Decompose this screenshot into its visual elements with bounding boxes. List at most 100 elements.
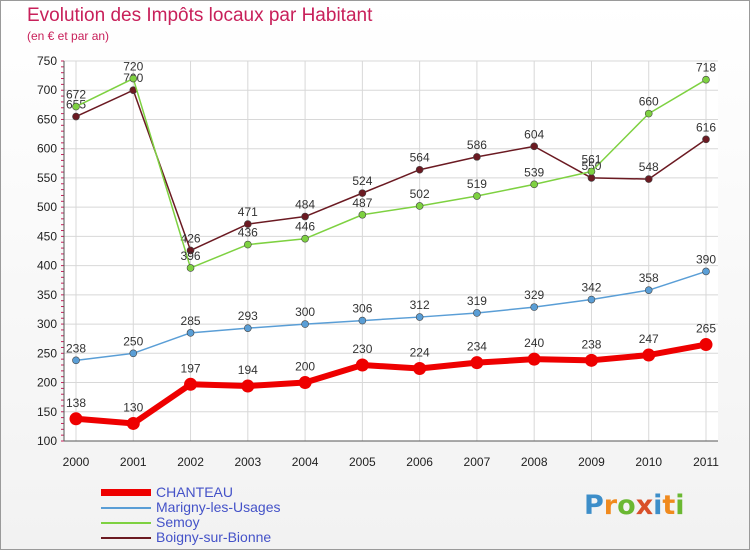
y-tick-label: 700 [37, 83, 57, 97]
x-tick-label: 2004 [292, 455, 319, 469]
data-point-chanteau [355, 358, 369, 372]
data-label-semoy: 539 [524, 165, 544, 179]
data-label-semoy: 502 [410, 187, 430, 201]
data-point-chanteau [69, 412, 83, 426]
data-label-semoy: 487 [352, 196, 372, 210]
series-line-chanteau [75, 341, 707, 427]
data-label-boigny-sur-bionne: 616 [696, 120, 716, 134]
data-label-semoy: 718 [696, 61, 716, 75]
x-tick-label: 2010 [635, 455, 662, 469]
chart-title: Evolution des Impôts locaux par Habitant [27, 5, 373, 26]
data-point-chanteau [699, 338, 713, 352]
legend-label: Boigny-sur-Bionne [156, 529, 272, 545]
data-point-chanteau [527, 352, 541, 366]
legend-swatch [101, 489, 151, 496]
data-point-boigny-sur-bionne [587, 174, 596, 182]
data-point-chanteau [184, 377, 198, 391]
data-label-semoy: 446 [295, 220, 315, 234]
data-point-semoy [415, 202, 424, 210]
series-line-marigny-les-usages [75, 270, 707, 362]
data-label-chanteau: 130 [123, 400, 143, 414]
y-tick-label: 150 [37, 405, 57, 419]
data-point-chanteau [298, 376, 312, 390]
data-point-marigny-les-usages [358, 316, 367, 325]
data-point-semoy [301, 234, 309, 243]
y-tick-label: 500 [37, 200, 57, 214]
legend-label: CHANTEAU [156, 484, 234, 500]
data-label-semoy: 561 [581, 152, 601, 166]
data-label-chanteau: 200 [295, 360, 315, 374]
data-label-marigny-les-usages: 285 [181, 314, 201, 328]
y-tick-label: 550 [37, 171, 57, 185]
data-point-semoy [587, 167, 596, 176]
data-point-semoy [244, 240, 252, 249]
y-tick-label: 250 [37, 346, 57, 360]
data-point-semoy [358, 210, 367, 219]
legend-swatch [101, 522, 151, 524]
data-point-marigny-les-usages [301, 320, 309, 328]
legend-label: Semoy [156, 514, 200, 530]
data-point-semoy [702, 75, 710, 84]
data-label-marigny-les-usages: 329 [524, 288, 544, 302]
data-point-chanteau [241, 379, 255, 393]
y-tick-label: 750 [37, 54, 57, 68]
data-label-marigny-les-usages: 250 [123, 334, 143, 348]
data-point-boigny-sur-bionne [244, 220, 252, 228]
data-label-boigny-sur-bionne: 586 [467, 138, 487, 152]
data-point-marigny-les-usages [473, 309, 481, 317]
logo-letter: i [653, 490, 663, 521]
data-label-marigny-les-usages: 306 [352, 302, 372, 316]
x-tick-label: 2007 [464, 455, 491, 469]
data-point-marigny-les-usages [129, 349, 138, 358]
data-point-marigny-les-usages [702, 267, 710, 276]
data-label-chanteau: 230 [352, 342, 372, 356]
data-label-semoy: 660 [639, 95, 659, 109]
y-tick-label: 650 [37, 112, 57, 126]
data-point-boigny-sur-bionne [644, 175, 653, 183]
y-tick-label: 100 [37, 434, 57, 448]
data-label-boigny-sur-bionne: 524 [352, 174, 372, 188]
data-label-chanteau: 234 [467, 340, 487, 354]
data-point-marigny-les-usages [186, 329, 195, 337]
data-label-boigny-sur-bionne: 604 [524, 127, 544, 141]
x-tick-label: 2011 [693, 455, 719, 469]
x-tick-label: 2009 [578, 455, 605, 469]
data-label-marigny-les-usages: 300 [295, 305, 315, 319]
data-label-boigny-sur-bionne: 484 [295, 198, 315, 212]
logo-letter: i [675, 490, 685, 521]
x-tick-label: 2006 [406, 455, 433, 469]
data-label-boigny-sur-bionne: 564 [410, 151, 430, 165]
data-label-semoy: 396 [181, 249, 201, 263]
proxiti-logo: Proxiti [584, 490, 685, 521]
data-label-boigny-sur-bionne: 471 [238, 205, 258, 219]
logo-letter: x [635, 490, 654, 521]
data-label-marigny-les-usages: 358 [639, 271, 659, 285]
data-point-semoy [186, 264, 195, 272]
data-point-chanteau [470, 356, 484, 370]
data-label-marigny-les-usages: 238 [66, 341, 86, 355]
legend-swatch [101, 507, 151, 509]
data-point-marigny-les-usages [644, 286, 653, 294]
data-label-boigny-sur-bionne: 426 [181, 231, 201, 245]
data-label-boigny-sur-bionne: 548 [639, 160, 659, 174]
series-line-boigny-sur-bionne [75, 89, 707, 252]
y-tick-label: 350 [37, 288, 57, 302]
data-point-marigny-les-usages [587, 295, 596, 304]
y-tick-label: 400 [37, 259, 57, 273]
data-point-boigny-sur-bionne [530, 142, 538, 151]
x-tick-label: 2002 [177, 455, 204, 469]
data-label-chanteau: 238 [581, 337, 601, 351]
data-point-semoy [644, 109, 653, 118]
data-point-semoy [473, 192, 481, 200]
logo-letter: o [617, 490, 636, 521]
data-point-marigny-les-usages [244, 324, 252, 332]
data-label-semoy: 436 [238, 226, 258, 240]
y-tick-label: 600 [37, 142, 57, 156]
data-point-marigny-les-usages [72, 356, 80, 365]
data-label-chanteau: 224 [410, 346, 430, 360]
y-tick-label: 450 [37, 229, 57, 243]
data-label-marigny-les-usages: 390 [696, 252, 716, 266]
data-point-boigny-sur-bionne [358, 189, 367, 197]
data-point-boigny-sur-bionne [72, 112, 80, 121]
